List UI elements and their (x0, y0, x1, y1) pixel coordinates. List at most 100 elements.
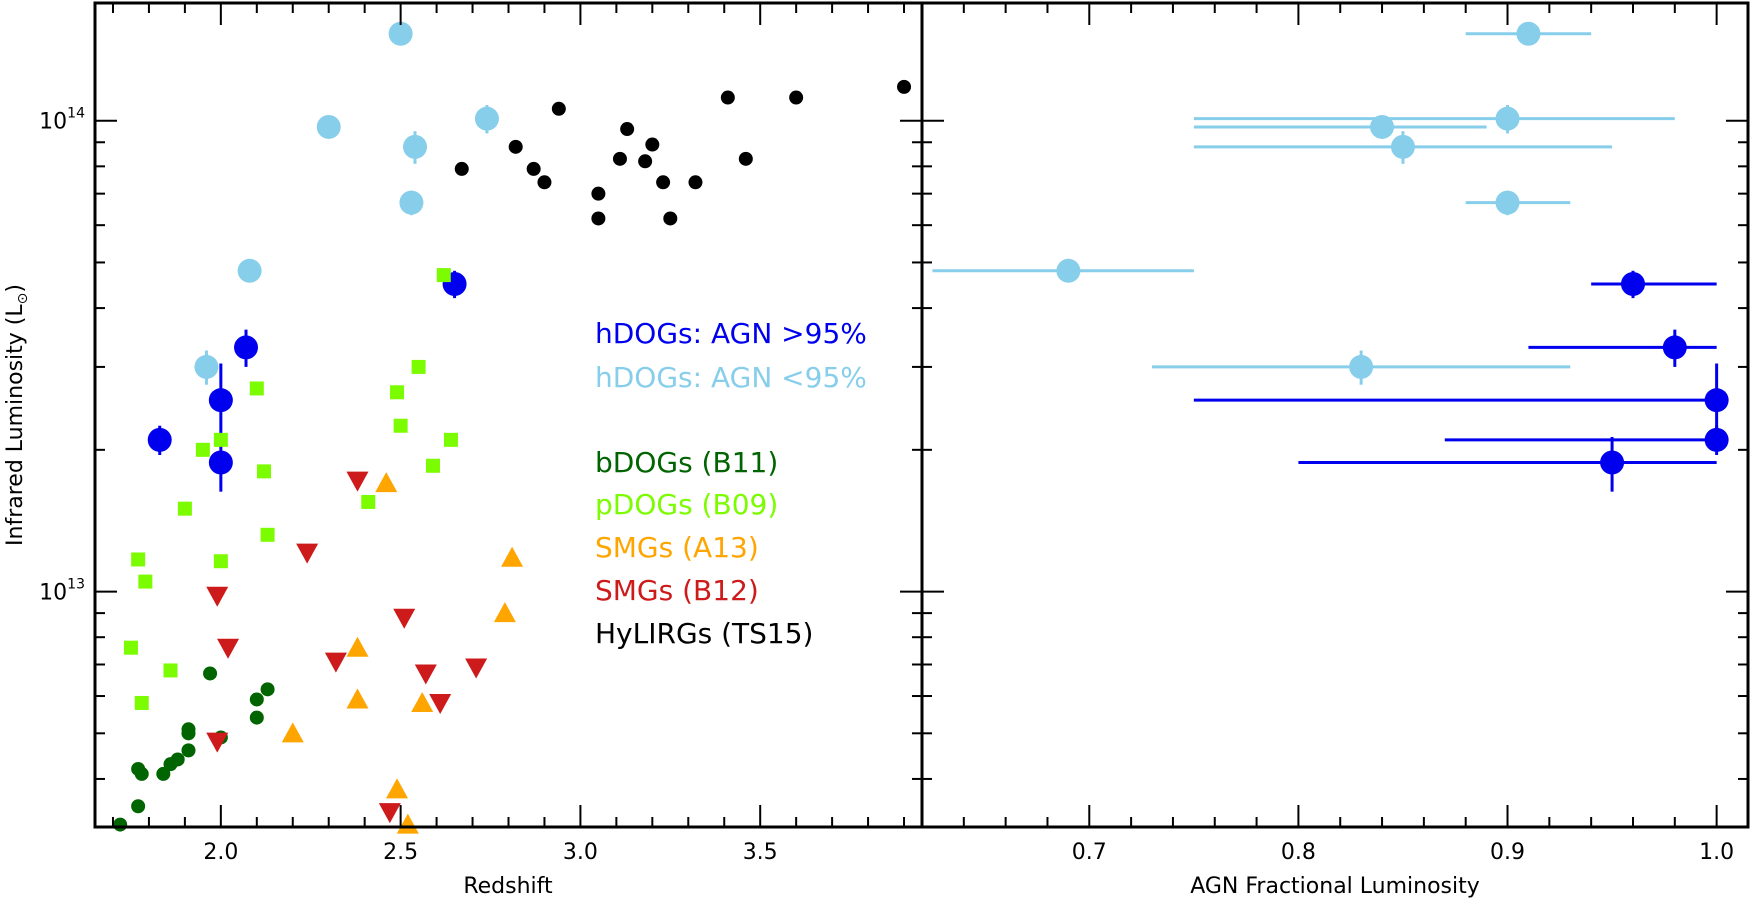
data-point (260, 682, 275, 697)
data-point (316, 114, 341, 139)
data-point (386, 778, 409, 799)
data-point (1662, 335, 1687, 360)
data-point (256, 464, 271, 479)
data-point (206, 732, 229, 753)
data-point (123, 640, 138, 655)
left-y-axis-title-main: Infrared Luminosity (L (3, 304, 28, 546)
data-point (346, 636, 369, 657)
data-point (411, 691, 434, 712)
right-x-tick-label: 0.9 (1490, 840, 1525, 865)
left-y-tick-label: 1014 (39, 106, 85, 135)
data-point (213, 432, 228, 447)
legend-item: bDOGs (B11) (595, 446, 778, 479)
data-point (206, 586, 229, 607)
data-point (113, 817, 128, 832)
data-point (656, 175, 671, 190)
data-point (131, 552, 146, 567)
legend: hDOGs: AGN >95% hDOGs: AGN <95% bDOGs (B11… (595, 317, 867, 650)
data-point (429, 693, 452, 714)
y-tick-label-exponent: 13 (67, 577, 85, 593)
data-point (612, 151, 627, 166)
left-x-tick-label: 2.5 (383, 840, 418, 865)
data-point (388, 21, 413, 46)
data-point (403, 134, 428, 159)
data-point (1704, 388, 1729, 413)
data-point (217, 638, 240, 659)
data-point (411, 359, 426, 374)
data-point (147, 427, 172, 452)
data-point (346, 688, 369, 709)
data-point (1600, 450, 1625, 475)
data-point (454, 161, 469, 176)
data-point (493, 602, 516, 623)
data-point (501, 546, 524, 567)
data-point (163, 663, 178, 678)
data-point (1495, 106, 1520, 131)
right-x-axis-title: AGN Fractional Luminosity (1190, 874, 1480, 899)
left-y-axis-title: Infrared Luminosity (L⊙) (3, 284, 31, 546)
data-point (474, 106, 499, 131)
data-point (414, 664, 437, 685)
right-ticks: 0.7 0.8 0.9 1.0 (921, 3, 1748, 865)
left-x-tick-label: 2.0 (203, 840, 238, 865)
data-point (195, 442, 210, 457)
data-point (526, 161, 541, 176)
data-point (324, 652, 347, 673)
data-point (425, 458, 440, 473)
left-x-tick-label: 3.0 (563, 840, 598, 865)
right-series-hdogs-agn-95- (1193, 270, 1729, 492)
data-point (177, 501, 192, 516)
data-point (738, 151, 753, 166)
data-point (396, 813, 419, 834)
right-x-tick-label: 0.7 (1072, 840, 1107, 865)
data-point (390, 385, 405, 400)
y-tick-label-base: 10 (39, 581, 67, 606)
left-series-pdogs-b09- (123, 268, 458, 710)
left-series-smgs-a13- (281, 472, 524, 834)
data-point (443, 432, 458, 447)
data-point (203, 666, 218, 681)
data-point (346, 471, 369, 492)
data-point (134, 766, 149, 781)
left-series-hylirgs-ts15- (454, 79, 912, 226)
data-point (537, 175, 552, 190)
left-y-axis-title-close: ) (3, 284, 28, 293)
legend-item: SMGs (A13) (595, 531, 759, 564)
data-point (181, 722, 196, 737)
legend-item: hDOGs: AGN <95% (595, 361, 867, 394)
data-point (131, 799, 146, 814)
left-x-axis-title: Redshift (463, 874, 553, 899)
right-series-hdogs-agn-95- (932, 21, 1675, 385)
data-point (361, 494, 376, 509)
data-point (134, 695, 149, 710)
data-point (645, 137, 660, 152)
left-series-hdogs-agn-95- (194, 21, 499, 385)
data-point (296, 543, 319, 564)
right-panel: 0.7 0.8 0.9 1.0 AGN Fractional Luminosity (920, 1, 1750, 899)
data-point (237, 258, 262, 283)
data-point (1349, 354, 1374, 379)
data-point (208, 450, 233, 475)
data-point (1620, 272, 1645, 297)
data-point (465, 658, 488, 679)
data-point (181, 743, 196, 758)
data-point (156, 766, 171, 781)
data-point (1390, 134, 1415, 159)
data-point (281, 722, 304, 743)
data-point (234, 335, 259, 360)
data-point (399, 190, 424, 215)
left-series-hdogs-agn-95- (147, 270, 467, 492)
data-point (1370, 114, 1395, 139)
data-point (213, 554, 228, 569)
data-point (551, 101, 566, 116)
data-point (638, 154, 653, 169)
data-point (663, 211, 678, 226)
data-point (194, 354, 219, 379)
right-x-tick-label: 0.8 (1281, 840, 1316, 865)
left-y-tick-label: 1013 (39, 577, 85, 606)
left-series-smgs-b12- (206, 471, 488, 824)
data-point (375, 472, 398, 493)
data-point (789, 90, 804, 105)
